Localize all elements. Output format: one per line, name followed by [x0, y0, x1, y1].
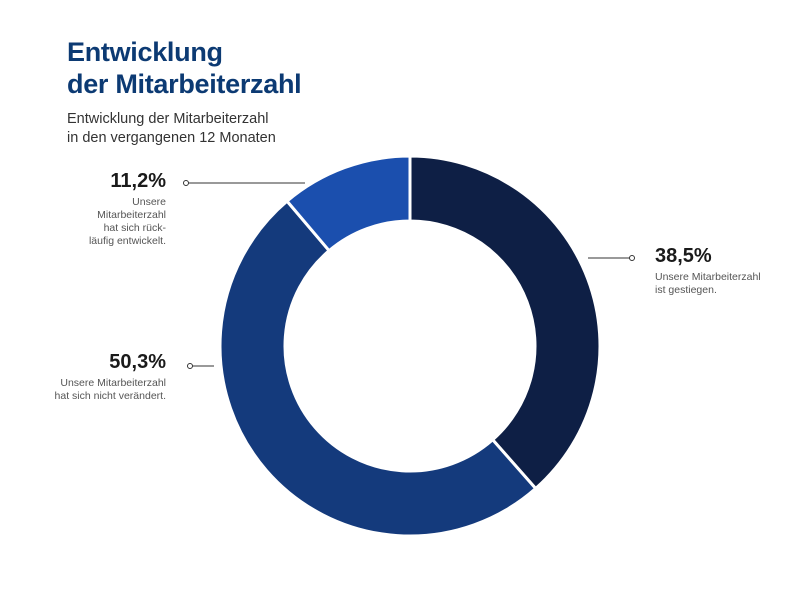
slice-label-increased: 38,5% Unsere Mitarbeiterzahl ist gestieg…	[655, 244, 775, 297]
slice-value-increased: 38,5%	[655, 245, 712, 267]
slice-label-decreased: 11,2% Unsere Mitarbeiterzahl hat sich rü…	[50, 169, 166, 248]
leader-line-decreased-dot	[183, 180, 189, 186]
leader-line-unchanged-dot	[187, 363, 193, 369]
chart-title-line-1: Entwicklung	[67, 37, 223, 67]
donut-slice-decreased	[284, 154, 412, 253]
slice-label-unchanged: 50,3% Unsere Mitarbeiterzahl hat sich ni…	[30, 350, 166, 403]
chart-title-line-2: der Mitarbeiterzahl	[67, 69, 302, 99]
slice-description-line: Unsere Mitarbeiterzahl	[655, 271, 761, 283]
chart-subtitle-line-2: in den vergangenen 12 Monaten	[67, 130, 276, 146]
slice-description-line: Unsere Mitarbeiterzahl	[60, 377, 166, 389]
slice-description-line: hat sich rück-	[103, 222, 166, 234]
donut-slice-increased	[408, 154, 602, 491]
slice-description-line: hat sich nicht verändert.	[54, 390, 166, 402]
slice-value-decreased: 11,2%	[110, 170, 166, 192]
chart-title: Entwicklung der Mitarbeiterzahl	[67, 36, 302, 100]
slice-description-unchanged: Unsere Mitarbeiterzahl hat sich nicht ve…	[30, 377, 166, 403]
donut-slices	[218, 154, 602, 538]
leader-lines	[183, 180, 635, 369]
slice-description-increased: Unsere Mitarbeiterzahl ist gestiegen.	[655, 271, 775, 297]
slice-description-line: Mitarbeiterzahl	[97, 209, 166, 221]
slice-description-decreased: Unsere Mitarbeiterzahl hat sich rück- lä…	[50, 196, 166, 248]
slice-description-line: läufig entwickelt.	[88, 235, 166, 247]
slice-description-line: Unsere	[132, 196, 166, 208]
donut-slice-unchanged	[218, 199, 538, 538]
leader-line-increased-dot	[629, 255, 635, 261]
slice-value-unchanged: 50,3%	[109, 351, 166, 373]
slice-description-line: ist gestiegen.	[655, 284, 717, 296]
chart-subtitle: Entwicklung der Mitarbeiterzahl in den v…	[67, 110, 276, 148]
chart-subtitle-line-1: Entwicklung der Mitarbeiterzahl	[67, 111, 269, 127]
